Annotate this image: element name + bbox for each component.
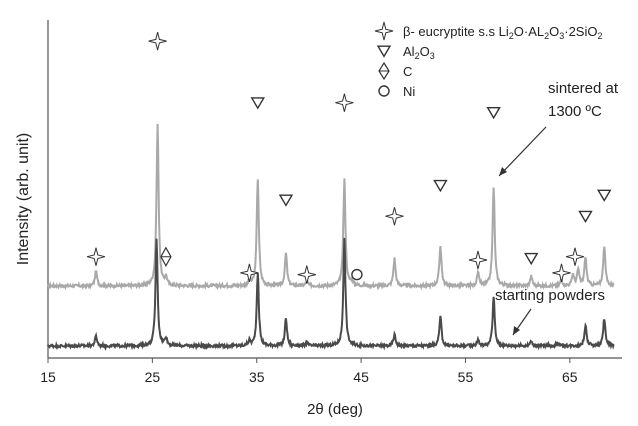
star-marker: [297, 265, 316, 284]
triangle-marker: [278, 194, 294, 207]
annotation-starting: starting powders: [495, 287, 605, 304]
triangle-marker: [250, 97, 265, 110]
series-group: [47, 123, 615, 351]
legend-triangle-icon: [376, 45, 392, 58]
triangle-marker: [486, 106, 501, 120]
triangle-marker: [597, 189, 612, 202]
star-marker: [565, 247, 585, 266]
y-axis-label: Intensity (arb. unit): [15, 133, 32, 266]
annotation-sintered-line1: sintered at: [548, 80, 619, 97]
triangle-marker: [523, 252, 539, 266]
annotation-sintered-line2: 1300 ºC: [548, 103, 602, 120]
series-sintered: [47, 123, 615, 291]
x-tick-label: 65: [562, 369, 578, 385]
legend-label: β- eucryptite s.s Li2O·AL2O3·2SiO2: [403, 24, 603, 41]
arrow-starting-head: [513, 326, 520, 335]
legend-star-icon: [374, 21, 394, 41]
star-marker: [148, 31, 167, 51]
star-marker: [335, 93, 354, 112]
legend-label: C: [403, 64, 412, 79]
star-marker: [468, 250, 488, 270]
series-starting: [47, 237, 615, 351]
triangle-marker: [433, 179, 448, 193]
triangle-marker: [578, 210, 593, 223]
star-marker: [240, 263, 259, 283]
peak-markers: [86, 31, 612, 284]
annotations: sintered at 1300 ºC starting powders: [495, 80, 619, 336]
star-marker: [552, 263, 571, 283]
arrow-sintered-line: [498, 126, 547, 177]
x-tick-label: 55: [458, 369, 474, 385]
legend: β- eucryptite s.s Li2O·AL2O3·2SiO2 Al2O3 C…: [374, 21, 603, 99]
arrow-sintered-head: [499, 167, 507, 176]
circle-marker: [351, 268, 363, 281]
star-marker: [385, 207, 404, 226]
axes: 15 25 35 45 55 65 2θ (deg) Intensity (arb. unit…: [15, 20, 622, 418]
x-tick-label: 15: [40, 369, 56, 385]
star-marker: [86, 247, 106, 266]
x-tick-label: 45: [353, 369, 369, 385]
x-tick-label: 35: [249, 369, 265, 385]
legend-circle-icon: [378, 85, 390, 97]
legend-label: Al2O3: [403, 44, 435, 61]
x-tick-label: 25: [145, 369, 161, 385]
x-axis-label: 2θ (deg): [307, 401, 363, 418]
legend-label: Ni: [403, 84, 415, 99]
